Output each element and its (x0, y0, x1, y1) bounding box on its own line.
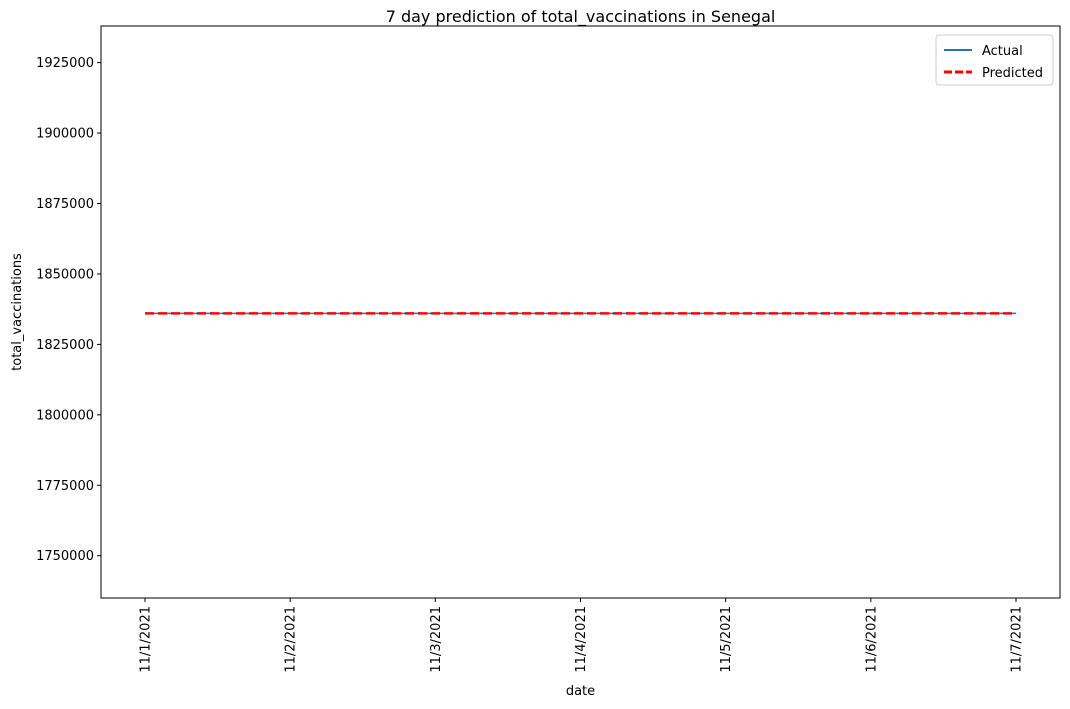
chart-title: 7 day prediction of total_vaccinations i… (386, 7, 776, 27)
y-tick-label: 1750000 (36, 549, 94, 564)
y-tick-label: 1775000 (36, 479, 94, 494)
legend: Actual Predicted (935, 34, 1054, 86)
x-tick-label: 11/4/2021 (574, 606, 589, 673)
legend-frame (935, 34, 1054, 86)
x-tick-label: 11/2/2021 (284, 606, 299, 673)
axes-frame (100, 25, 1061, 599)
x-tick-label: 11/7/2021 (1010, 606, 1025, 673)
y-axis-label: total_vaccinations (10, 253, 25, 371)
y-tick-label: 1875000 (36, 197, 94, 212)
y-axis: 1750000 1775000 1800000 1825000 1850000 18750… (36, 56, 101, 564)
legend-label-actual: Actual (982, 44, 1023, 59)
x-tick-label: 11/1/2021 (139, 606, 154, 673)
y-tick-label: 1900000 (36, 127, 94, 142)
plot-area (100, 25, 1061, 599)
legend-label-predicted: Predicted (982, 66, 1043, 81)
y-tick-label: 1800000 (36, 408, 94, 423)
x-axis-label: date (566, 684, 595, 699)
x-tick-label: 11/3/2021 (429, 606, 444, 673)
x-tick-label: 11/6/2021 (864, 606, 879, 673)
y-tick-label: 1825000 (36, 338, 94, 353)
x-axis: 11/1/2021 11/2/2021 11/3/2021 11/4/2021 11/5… (139, 598, 1025, 673)
y-tick-label: 1925000 (36, 56, 94, 71)
x-tick-label: 11/5/2021 (719, 606, 734, 673)
y-tick-label: 1850000 (36, 267, 94, 282)
